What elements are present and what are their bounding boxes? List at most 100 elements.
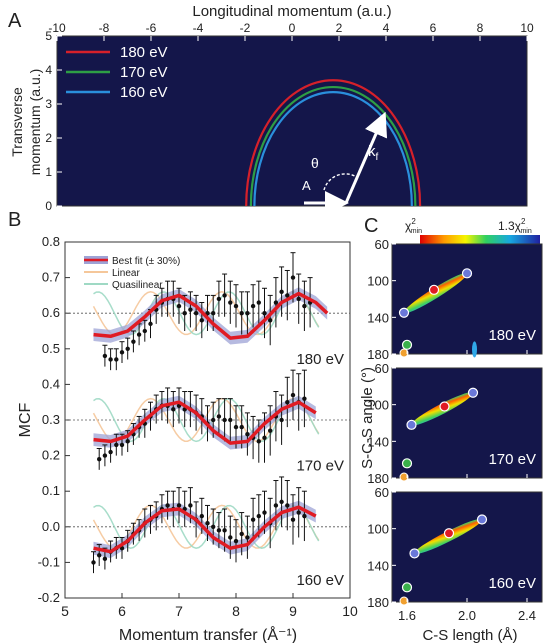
data-point <box>285 400 290 405</box>
fit-map-background <box>391 243 543 355</box>
data-point <box>125 346 130 351</box>
data-point <box>233 538 239 544</box>
valley-end-marker <box>467 387 479 398</box>
theta-label: θ <box>311 155 319 171</box>
y-tick-label: 180 <box>367 347 389 362</box>
data-point <box>245 432 250 437</box>
theta-arc <box>323 173 359 191</box>
panel-b-axes: 5 6 7 8 9 10 -0.2 -0.1 0.0 0.1 0.2 0.3 0.4 0.5 0.6 0.7 0… <box>38 234 358 619</box>
data-point <box>256 300 261 305</box>
y-tick-label: 0.3 <box>42 412 60 427</box>
x-tick-label: -6 <box>146 21 157 35</box>
data-point <box>199 513 204 519</box>
panel-a: A Longitudinal momentum (a.u.) -10 -8 -6 -4… <box>8 3 534 215</box>
data-point <box>216 528 222 533</box>
x-tick-label: 2 <box>336 21 343 35</box>
data-point <box>250 303 256 309</box>
x-tick-label: 1.6 <box>398 608 416 623</box>
kf-arrow <box>344 111 388 204</box>
fit-map-energy-label: 180 eV <box>488 327 536 344</box>
data-point <box>250 517 256 522</box>
data-point <box>188 307 193 312</box>
best-fit-180-eV <box>93 291 329 340</box>
panel-a-ylabel-line1: Transverse <box>9 87 25 157</box>
data-point <box>256 439 261 444</box>
best-fit-160-eV <box>93 505 317 554</box>
data-point <box>182 311 187 316</box>
y-tick-label: 0.4 <box>42 376 60 391</box>
semicircle-180-eV <box>245 79 422 206</box>
panel-label-a: A <box>8 10 22 32</box>
data-point <box>290 517 296 522</box>
best-fit-marker <box>439 401 450 412</box>
panel-a-title: Longitudinal momentum (a.u.) <box>192 3 391 20</box>
data-point <box>302 303 307 309</box>
legend-label: Quasilinear <box>112 280 163 291</box>
x-tick-label: 2.4 <box>518 608 536 623</box>
energy-label: 160 eV <box>296 572 344 589</box>
fit-maps: 180 eV 170 eV 160 eV <box>391 243 543 606</box>
data-point <box>273 300 279 305</box>
legend-label: 160 eV <box>120 84 168 101</box>
data-point <box>279 417 284 423</box>
data-point <box>262 510 267 515</box>
data-point <box>102 556 108 562</box>
valley-end-marker <box>409 548 420 559</box>
data-point <box>119 350 125 355</box>
data-point <box>136 332 142 337</box>
colorbar-max-label: 1.3χ2 min <box>498 217 532 235</box>
data-point <box>176 503 182 508</box>
y-tick-label: 0.0 <box>42 519 60 534</box>
x-tick-label: -10 <box>48 21 66 35</box>
x-tick-label: 6 <box>118 603 126 619</box>
data-point <box>108 357 113 362</box>
data-point <box>142 328 147 334</box>
data-point <box>102 353 108 359</box>
y-tick-label: 0.5 <box>42 341 60 356</box>
a-label: A <box>302 178 311 193</box>
data-point <box>199 318 204 323</box>
y-tick-label: -0.1 <box>38 554 60 569</box>
data-point <box>302 396 307 401</box>
y-tick-label: 0.8 <box>42 234 60 249</box>
density-halo <box>98 56 498 206</box>
x-tick-label: -4 <box>193 21 204 35</box>
data-point <box>245 311 250 316</box>
data-point <box>296 296 301 302</box>
data-point <box>233 424 239 430</box>
x-tick-label: 2.0 <box>458 608 476 623</box>
valley-end-marker <box>461 268 473 279</box>
panel-a-legend: 180 eV 170 eV 160 eV <box>66 44 168 101</box>
y-tick-label: 100 <box>367 522 389 537</box>
data-point <box>279 499 284 505</box>
data-point <box>188 503 193 508</box>
data-point <box>245 535 250 540</box>
y-tick-label: 2 <box>45 131 52 145</box>
quasilinear-geometry-marker <box>399 596 409 606</box>
x-tick-label: -8 <box>99 21 110 35</box>
y-tick-label: 4 <box>45 63 52 77</box>
data-point <box>125 439 130 444</box>
valley-end-marker <box>398 307 410 318</box>
x-tick-label: 5 <box>61 603 69 619</box>
colorbar <box>420 235 540 244</box>
data-point <box>285 503 290 508</box>
data-point <box>228 300 233 305</box>
data-point <box>148 321 153 327</box>
data-point <box>262 311 267 316</box>
best-fit-curves <box>93 291 329 554</box>
panel-c-xlabel: C-S length (Å) <box>422 627 517 643</box>
legend-label: Best fit (± 30%) <box>112 256 180 267</box>
panel-b: B 5 6 7 8 9 10 -0.2 -0.1 0.0 0.1 0.2 0.3 0.4 0.5 0.6 0.… <box>8 209 358 643</box>
panel-c: C χ2 min 1.3χ2 min 180 eV 170 eV 160 eV 60 10… <box>359 215 543 643</box>
data-point <box>131 339 136 344</box>
y-tick-label: 60 <box>375 485 389 500</box>
data-point <box>193 311 199 316</box>
data-point <box>262 435 267 440</box>
best-fit-marker <box>443 528 455 539</box>
data-point <box>119 442 125 448</box>
y-tick-label: 1 <box>45 165 52 179</box>
data-point <box>211 311 216 316</box>
